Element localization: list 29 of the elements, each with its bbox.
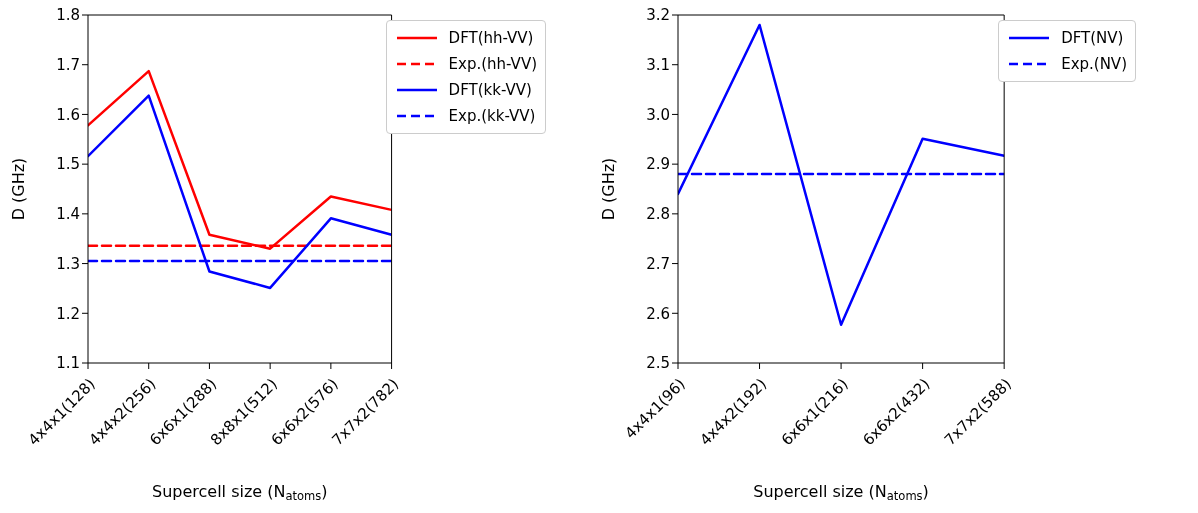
y-tick-label: 1.2 — [56, 304, 80, 323]
line-series — [88, 94, 392, 290]
y-tick-label: 2.6 — [646, 304, 670, 323]
y-tick-label: 2.9 — [646, 155, 670, 174]
legend-label: Exp.(kk-VV) — [448, 107, 536, 125]
y-tick-label: 1.8 — [56, 6, 80, 25]
y-tick-label: 3.0 — [646, 105, 670, 124]
legend-label: DFT(kk-VV) — [448, 81, 532, 99]
y-tick-label: 1.5 — [56, 155, 80, 174]
legend-label: DFT(NV) — [1061, 29, 1124, 47]
y-tick-label: 1.6 — [56, 105, 80, 124]
x-axis-title: Supercell size (N$_{atoms}$) — [753, 482, 929, 503]
legend-label: DFT(hh-VV) — [448, 29, 534, 47]
y-tick-label: 1.3 — [56, 254, 80, 273]
legend-label: Exp.(hh-VV) — [448, 55, 537, 73]
y-tick-label: 2.5 — [646, 354, 670, 373]
y-axis-title: D (GHz) — [8, 157, 28, 221]
line-series — [88, 69, 392, 250]
y-tick-label: 2.7 — [646, 254, 670, 273]
y-tick-label: 1.1 — [56, 354, 80, 373]
y-tick-label: 2.8 — [646, 205, 670, 224]
legend-label: Exp.(NV) — [1061, 55, 1127, 73]
y-tick-label: 1.7 — [56, 56, 80, 75]
x-axis-title: Supercell size (N$_{atoms}$) — [152, 482, 328, 503]
line-series — [678, 23, 1005, 326]
y-tick-label: 3.2 — [646, 6, 670, 25]
y-axis-title: D (GHz) — [598, 157, 618, 221]
y-tick-label: 1.4 — [56, 205, 80, 224]
y-tick-label: 3.1 — [646, 56, 670, 75]
